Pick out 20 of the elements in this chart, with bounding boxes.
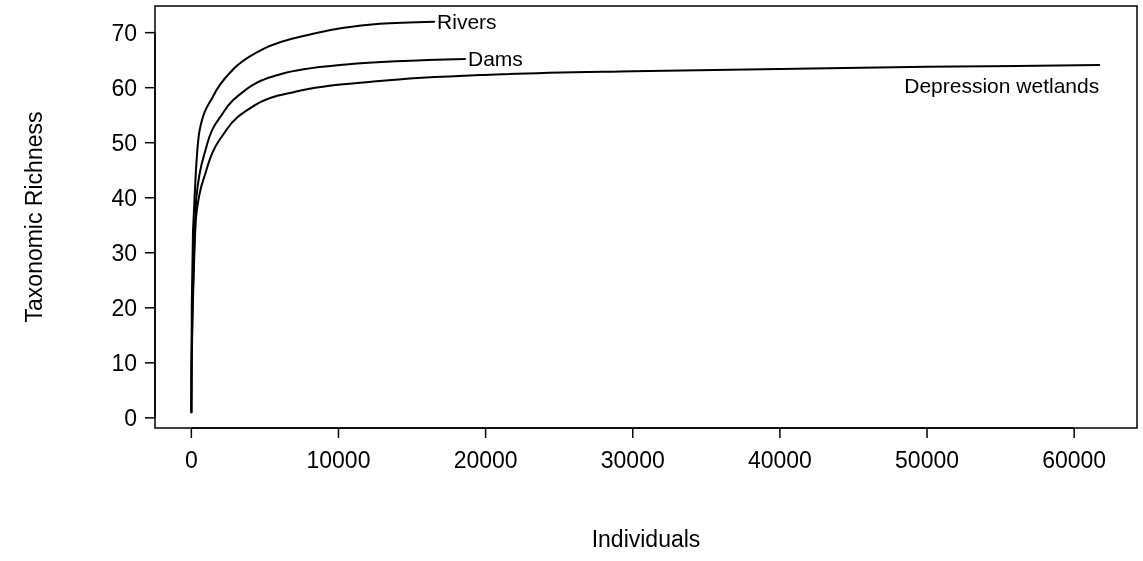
x-tick-label: 20000 (453, 447, 518, 473)
x-tick-label: 10000 (306, 447, 371, 473)
y-tick-label: 30 (111, 239, 137, 266)
x-tick-label: 40000 (747, 447, 812, 473)
x-tick-label: 60000 (1042, 447, 1107, 473)
y-tick-label: 50 (111, 129, 137, 156)
series-label: Dams (468, 47, 523, 71)
series-label: Rivers (437, 9, 497, 33)
y-tick-label: 20 (111, 294, 137, 321)
y-tick-label: 70 (111, 19, 137, 46)
y-tick-label: 0 (124, 404, 137, 431)
y-tick-label: 60 (111, 74, 137, 101)
x-tick-label: 50000 (895, 447, 960, 473)
x-axis-title: Individuals (591, 526, 701, 552)
x-tick-label: 0 (184, 447, 198, 473)
series-label: Depression wetlands (904, 74, 1100, 98)
x-tick-label: 30000 (600, 447, 665, 473)
y-axis-title: Taxonomic Richness (21, 111, 47, 323)
y-tick-label: 40 (111, 184, 137, 211)
y-tick-label: 10 (111, 349, 137, 376)
